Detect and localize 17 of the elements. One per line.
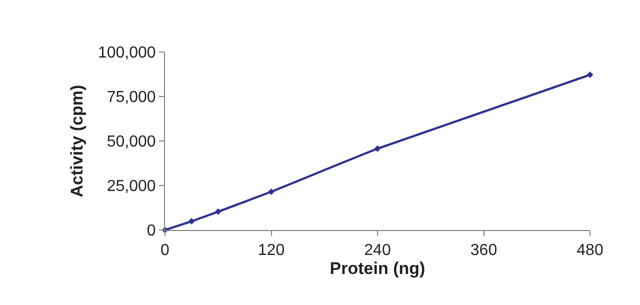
y-tick-label: 50,000 xyxy=(106,134,156,151)
y-tick-label: 25,000 xyxy=(106,178,156,196)
y-tick-label: 75,000 xyxy=(106,89,156,106)
point xyxy=(374,145,381,152)
point xyxy=(268,188,274,195)
y-tick-label: 100,000 xyxy=(98,44,156,62)
point xyxy=(214,208,222,215)
y-axis-title: Activity (cpm) xyxy=(68,84,87,198)
point xyxy=(188,218,195,225)
x-tick-label: 120 xyxy=(258,242,285,260)
x-tick-label: 480 xyxy=(576,242,604,260)
x-tick-label: 240 xyxy=(364,242,391,260)
x-axis-title: Protein (ng) xyxy=(330,259,426,278)
point xyxy=(586,72,594,78)
x-tick-label: 0 xyxy=(160,242,170,260)
x-tick-label: 360 xyxy=(470,242,498,260)
y-tick-label: 0 xyxy=(146,222,156,240)
